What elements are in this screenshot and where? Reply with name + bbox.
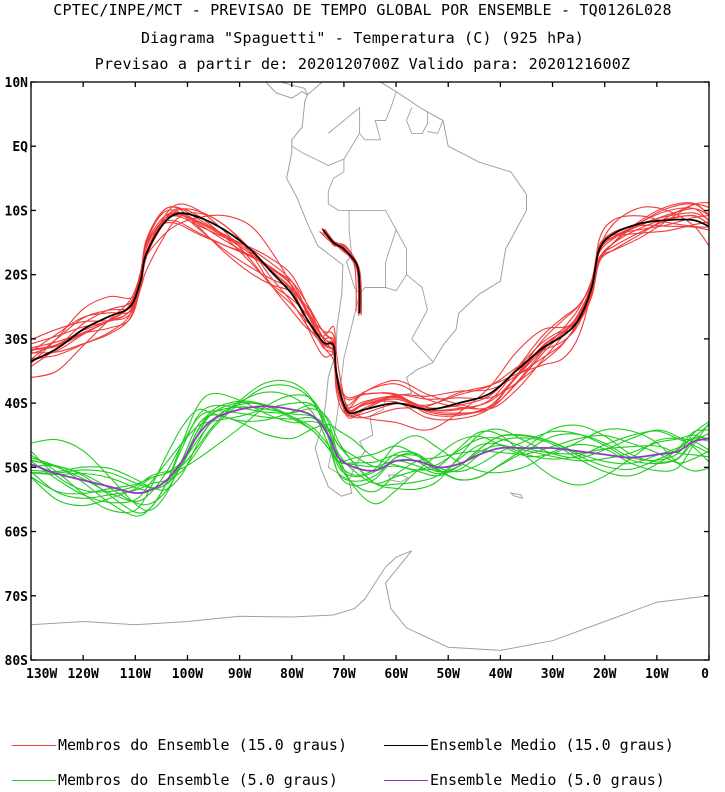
country-border — [406, 107, 428, 134]
lon-tick-label: 70W — [332, 667, 356, 682]
antarctic-peninsula-outline — [31, 550, 709, 660]
central-america-outline — [265, 82, 309, 99]
lon-tick-label: 0 — [701, 667, 709, 682]
isotherm-5-member-line — [31, 400, 709, 491]
forecast-validity: Previsao a partir de: 2020120700Z Valido… — [94, 55, 631, 73]
legend-item-mean-15: Ensemble Medio (15.0 graus) — [384, 736, 674, 754]
country-border — [427, 120, 444, 134]
legend-swatch-mean-15 — [384, 744, 428, 746]
lon-tick-label: 110W — [120, 667, 151, 682]
country-border — [291, 106, 361, 166]
isotherm-5-member-line — [31, 414, 709, 512]
legend-item-members-5: Membros do Ensemble (5.0 graus) — [12, 771, 338, 789]
isotherm-15-member-line — [321, 227, 360, 313]
lon-tick-label: 60W — [384, 667, 408, 682]
lat-tick-label: 20S — [5, 269, 29, 284]
lon-tick-label: 50W — [436, 667, 460, 682]
lat-tick-label: 80S — [5, 654, 29, 669]
legend-label-members-15: Membros do Ensemble (15.0 graus) — [58, 736, 347, 754]
isotherm-5-member-line — [31, 410, 709, 503]
legend-swatch-members-5 — [12, 779, 56, 781]
isotherm-5-member-line — [31, 404, 709, 517]
lat-tick-label: 60S — [5, 526, 29, 541]
lon-tick-label: 20W — [593, 667, 617, 682]
isotherm-5-member-line — [31, 394, 709, 493]
legend-item-members-15: Membros do Ensemble (15.0 graus) — [12, 736, 347, 754]
lon-tick-label: 30W — [541, 667, 565, 682]
chart-title: CPTEC/INPE/MCT - PREVISAO DE TEMPO GLOBA… — [53, 1, 672, 19]
isotherm-5-member-line — [31, 404, 709, 514]
country-border — [385, 229, 407, 292]
isotherm-15-ensemble-mean-line — [31, 212, 709, 415]
legend-label-members-5: Membros do Ensemble (5.0 graus) — [58, 771, 338, 789]
lon-tick-label: 120W — [67, 667, 98, 682]
lon-tick-label: 40W — [489, 667, 513, 682]
coastlines — [31, 82, 709, 660]
legend-swatch-mean-5 — [384, 779, 428, 781]
ensemble-contours — [31, 202, 709, 517]
isotherm-5-member-line — [31, 401, 709, 504]
legend-label-mean-5: Ensemble Medio (5.0 graus) — [430, 771, 665, 789]
lat-tick-label: 40S — [5, 397, 29, 412]
chart-subtitle: Diagrama "Spaguetti" - Temperatura (C) (… — [140, 29, 585, 47]
lat-tick-label: EQ — [12, 140, 28, 155]
south-georgia-outline — [509, 492, 524, 499]
plot-frame — [30, 81, 710, 661]
south-america-outline — [286, 82, 527, 497]
lat-tick-label: 10N — [5, 76, 29, 91]
legend-item-mean-5: Ensemble Medio (5.0 graus) — [384, 771, 665, 789]
country-border — [359, 91, 397, 141]
country-border — [327, 159, 350, 211]
lon-tick-label: 10W — [645, 667, 669, 682]
lon-tick-label: 80W — [280, 667, 304, 682]
lon-tick-label: 130W — [26, 667, 57, 682]
country-border — [359, 287, 386, 295]
isotherm-15-member-line — [322, 230, 361, 314]
lon-tick-label: 90W — [228, 667, 252, 682]
isotherm-5-member-line — [31, 384, 709, 499]
lon-tick-label: 100W — [172, 667, 203, 682]
legend-swatch-members-15 — [12, 744, 56, 746]
isotherm-15-ensemble-mean-andes — [322, 229, 361, 314]
legend-label-mean-15: Ensemble Medio (15.0 graus) — [430, 736, 674, 754]
isotherm-5-ensemble-mean-line — [31, 405, 709, 495]
isotherm-15-member-line — [321, 228, 360, 315]
lat-tick-label: 70S — [5, 590, 29, 605]
lat-tick-label: 10S — [5, 204, 29, 219]
lat-tick-label: 50S — [5, 461, 29, 476]
lat-tick-label: 30S — [5, 333, 29, 348]
